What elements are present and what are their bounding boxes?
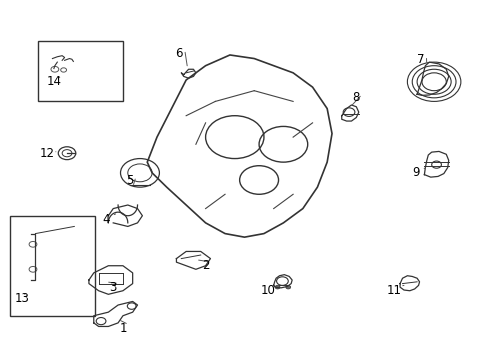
Circle shape xyxy=(285,285,290,289)
Text: 3: 3 xyxy=(109,281,117,294)
Text: 6: 6 xyxy=(175,47,182,60)
Text: 13: 13 xyxy=(14,292,29,305)
Text: 14: 14 xyxy=(46,75,61,87)
Text: 8: 8 xyxy=(352,91,359,104)
Text: 4: 4 xyxy=(102,213,109,226)
Text: 11: 11 xyxy=(386,284,401,297)
Text: 9: 9 xyxy=(411,166,419,179)
Text: 12: 12 xyxy=(40,148,55,161)
Text: 10: 10 xyxy=(260,284,275,297)
Text: 7: 7 xyxy=(416,53,424,66)
Text: 5: 5 xyxy=(126,174,134,186)
Text: 1: 1 xyxy=(119,322,126,335)
Circle shape xyxy=(275,285,280,289)
Text: 2: 2 xyxy=(202,259,209,272)
